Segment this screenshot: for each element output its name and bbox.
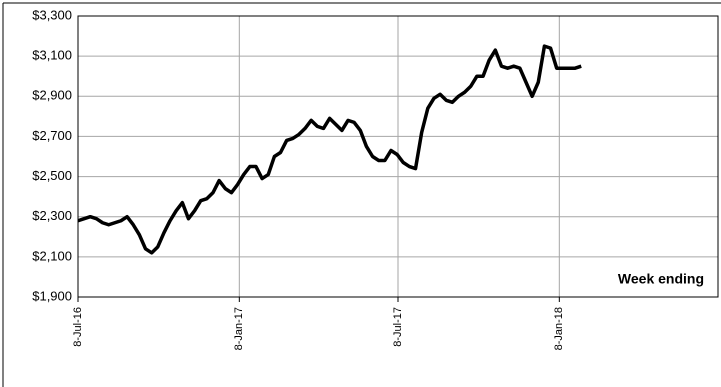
data-line [77, 44, 582, 255]
x-tick-label: 8-Jan-17 [233, 307, 245, 350]
y-tick-label: $3,300 [32, 7, 72, 22]
y-tick-label: $2,500 [32, 168, 72, 183]
y-tick-label: $2,300 [32, 208, 72, 223]
y-tick-label: $2,700 [32, 128, 72, 143]
x-tick-label: 8-Jan-18 [553, 307, 565, 350]
x-tick-label: 8-Jul-16 [72, 307, 84, 347]
x-tick-label: 8-Jul-17 [392, 307, 404, 347]
y-tick-label: $2,100 [32, 248, 72, 263]
y-tick-label: $2,900 [32, 88, 72, 103]
annotation: Week ending [618, 271, 704, 287]
y-tick-label: $1,900 [32, 288, 72, 303]
plot-border [77, 15, 719, 298]
y-tick-label: $3,100 [32, 48, 72, 63]
